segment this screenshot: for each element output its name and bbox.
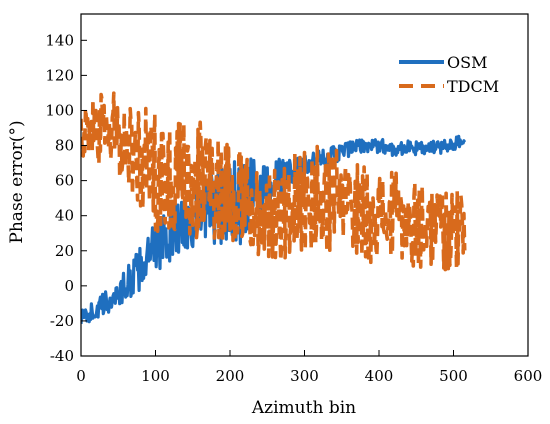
x-tick-label: 600 bbox=[514, 367, 543, 385]
x-tick-label: 200 bbox=[216, 367, 245, 385]
x-tick-label: 500 bbox=[439, 367, 468, 385]
tick-labels: 0 100 200 300 400 500 600 -40 -20 0 20 40 60 80 100 120… bbox=[45, 31, 542, 385]
plot-area bbox=[81, 91, 467, 325]
y-tick-label: 140 bbox=[45, 31, 74, 49]
x-tick-label: 0 bbox=[76, 367, 86, 385]
x-tick-label: 400 bbox=[365, 367, 394, 385]
y-tick-label: 40 bbox=[55, 207, 74, 225]
x-axis-label: Azimuth bin bbox=[251, 398, 356, 418]
y-tick-label: 80 bbox=[55, 137, 74, 155]
y-tick-label: -20 bbox=[50, 312, 74, 330]
y-tick-label: 60 bbox=[55, 172, 74, 190]
x-tick-label: 100 bbox=[141, 367, 170, 385]
y-axis-label: Phase error(°) bbox=[7, 120, 27, 243]
y-tick-label: 0 bbox=[64, 277, 74, 295]
legend-osm-label: OSM bbox=[447, 53, 487, 72]
legend: OSM TDCM bbox=[399, 53, 499, 96]
y-tick-label: 120 bbox=[45, 66, 74, 84]
y-tick-label: -40 bbox=[50, 347, 74, 365]
x-tick-label: 300 bbox=[290, 367, 319, 385]
legend-tdcm-label: TDCM bbox=[447, 77, 499, 96]
series-tdcm-line bbox=[81, 91, 467, 272]
y-tick-label: 100 bbox=[45, 101, 74, 119]
y-tick-label: 20 bbox=[55, 242, 74, 260]
